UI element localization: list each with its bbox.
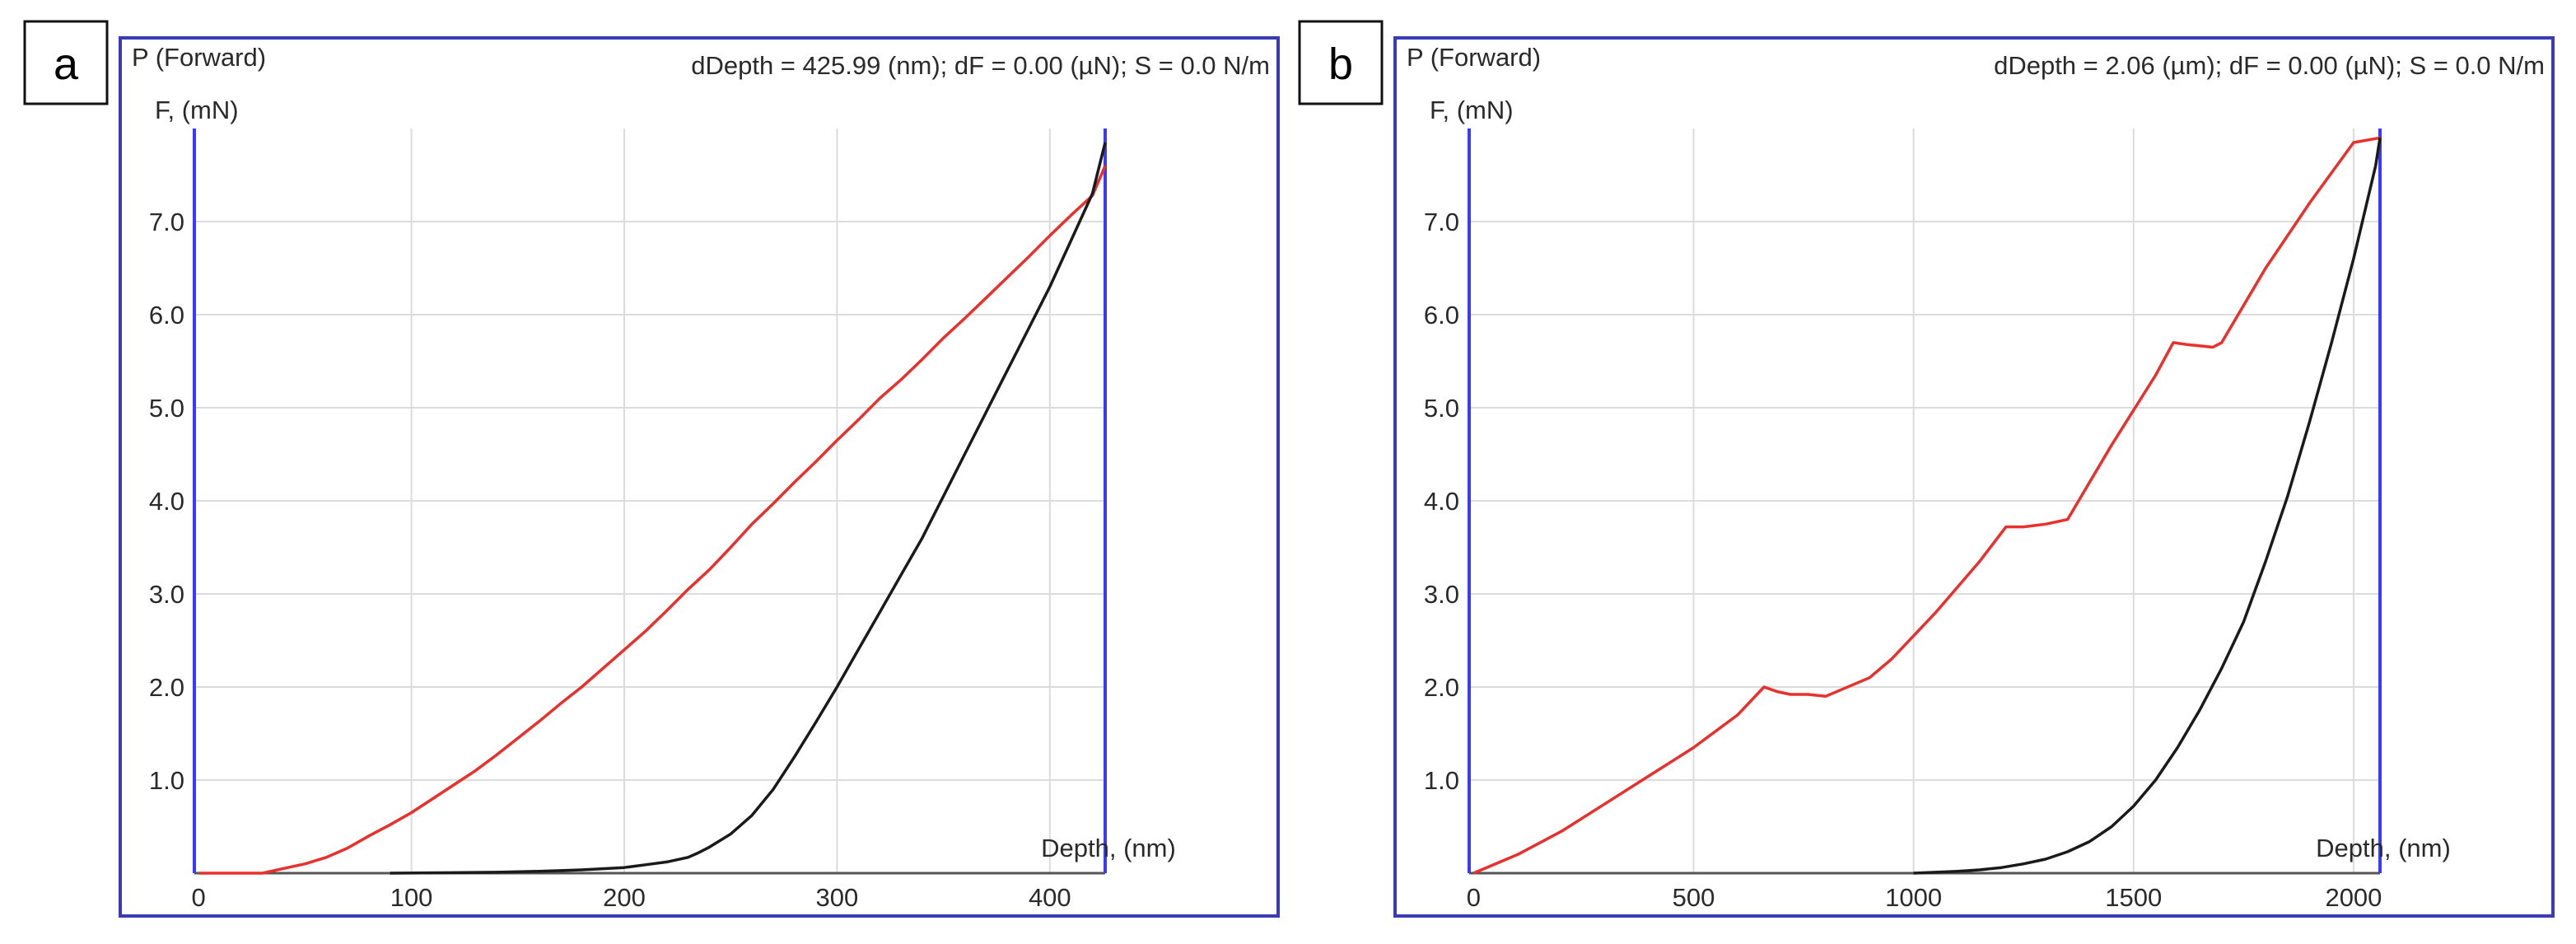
x-tick-label: 200 (603, 883, 646, 912)
y-tick-label: 2.0 (149, 673, 184, 702)
y-tick-label: 4.0 (149, 487, 184, 516)
x-tick-label: 0 (192, 883, 206, 912)
y-tick-label: 1.0 (149, 766, 184, 795)
readout-header: dDepth = 425.99 (nm); dF = 0.00 (µN); S … (691, 51, 1270, 80)
series-line-unloading (390, 142, 1107, 875)
readout-header: dDepth = 2.06 (µm); dF = 0.00 (µN); S = … (1994, 51, 2545, 80)
panel-b: b 1.0 2.0 3.0 4.0 5.0 6.0 7.0 0 500 1000 1500 2000 P … (1298, 20, 2555, 918)
panel-label-box (23, 20, 109, 105)
y-axis-title: F, (mN) (1430, 96, 1514, 124)
x-tick-label: 300 (816, 883, 859, 912)
y-axis-title: F, (mN) (155, 96, 239, 124)
panel-label: b (1328, 40, 1353, 89)
chart-frame (119, 36, 1280, 918)
x-axis-title: Depth, (nm) (2316, 834, 2451, 862)
x-tick-label: 2000 (2325, 883, 2382, 912)
x-tick-label: 400 (1029, 883, 1071, 912)
x-tick-label: 1500 (2105, 883, 2162, 912)
x-tick-label: 1000 (1885, 883, 1942, 912)
panel-label-box (1298, 20, 1384, 105)
series-line-unloading (1913, 138, 2382, 875)
x-tick-label: 500 (1673, 883, 1715, 912)
mode-label: P (Forward) (1407, 43, 1541, 72)
x-tick-label: 100 (390, 883, 433, 912)
y-tick-label: 3.0 (1424, 580, 1459, 609)
y-tick-label: 3.0 (149, 580, 184, 609)
panel-a: a 1.0 2.0 3.0 4.0 5.0 6.0 7.0 0 100 200 300 400 P (Fo… (23, 20, 1280, 918)
y-tick-label: 2.0 (1424, 673, 1459, 702)
y-tick-label: 4.0 (1424, 487, 1459, 516)
y-tick-label: 7.0 (149, 208, 184, 236)
panel-label: a (54, 40, 79, 89)
y-tick-label: 1.0 (1424, 766, 1459, 795)
y-tick-label: 7.0 (1424, 208, 1459, 236)
series-line-loading (1472, 136, 2381, 875)
series-line-loading (198, 165, 1107, 875)
chart-frame (1393, 36, 2555, 918)
y-tick-label: 5.0 (149, 394, 184, 423)
y-tick-label: 6.0 (1424, 301, 1459, 329)
x-tick-label: 0 (1467, 883, 1481, 912)
y-tick-label: 6.0 (149, 301, 184, 329)
x-axis-title: Depth, (nm) (1041, 834, 1176, 862)
mode-label: P (Forward) (132, 43, 266, 72)
y-tick-label: 5.0 (1424, 394, 1459, 423)
